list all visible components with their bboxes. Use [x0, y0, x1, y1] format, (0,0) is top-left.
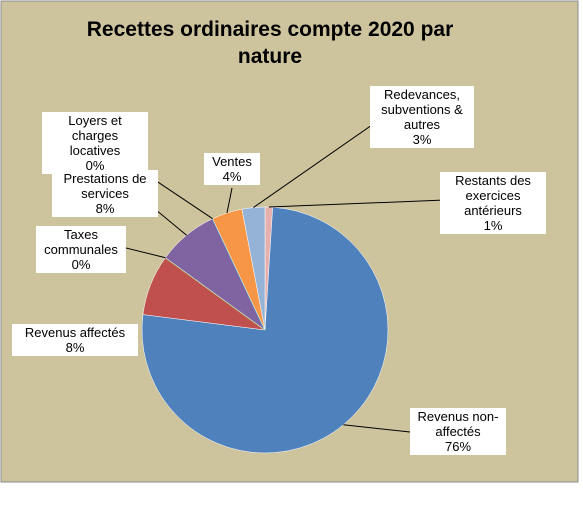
data-label: Prestations de services 8%: [52, 170, 158, 217]
chart-title: Recettes ordinaires compte 2020 par natu…: [86, 18, 454, 68]
pie-slice: [241, 206, 266, 331]
value-label: 76%: [444, 439, 472, 454]
data-label: Loyers et charges locatives 0%: [42, 112, 148, 174]
data-label: Redevances, subventions & autres 3%: [370, 86, 474, 148]
value-label: 1%: [483, 218, 503, 233]
leader-line: [253, 117, 383, 208]
leader-line: [226, 187, 233, 214]
value-label: 8%: [95, 201, 115, 216]
value-label: 0%: [71, 257, 91, 272]
category-label: Taxes communales: [44, 227, 118, 257]
category-label: Revenus non-affectés: [417, 409, 499, 439]
data-label: Restants des exercices antérieurs 1%: [440, 172, 546, 234]
category-label: Ventes: [212, 154, 252, 169]
category-label: Redevances, subventions & autres: [381, 87, 463, 132]
data-label: Revenus non-affectés 76%: [410, 408, 506, 455]
value-label: 8%: [65, 340, 85, 355]
value-label: 4%: [222, 169, 242, 184]
value-label: 0%: [85, 158, 105, 173]
data-label: Taxes communales 0%: [36, 226, 126, 273]
category-label: Revenus affectés: [24, 325, 126, 340]
value-label: 3%: [412, 132, 432, 147]
leader-line: [343, 424, 411, 433]
category-label: Loyers et charges locatives: [68, 113, 122, 158]
category-label: Restants des exercices antérieurs: [455, 173, 531, 218]
category-label: Prestations de services: [63, 171, 147, 201]
data-label: Revenus affectés 8%: [12, 324, 138, 356]
leader-line: [268, 199, 446, 208]
data-label: Ventes 4%: [204, 153, 260, 185]
